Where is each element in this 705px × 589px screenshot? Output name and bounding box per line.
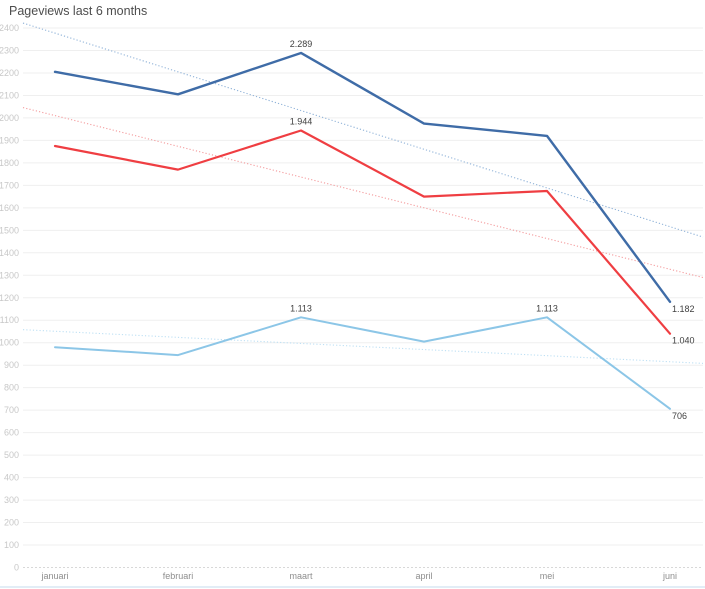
data-label-pageviews-red: 1.040: [672, 336, 695, 346]
x-axis-tick-label: januari: [40, 571, 68, 581]
y-axis-tick-label: 2000: [0, 113, 19, 123]
y-axis-tick-label: 500: [4, 450, 19, 460]
trendline-pageviews-primary-blue: [22, 22, 704, 238]
series-line-pageviews-light-blue[interactable]: [54, 316, 671, 410]
y-axis-tick-label: 2200: [0, 68, 19, 78]
x-axis-tick-label: mei: [540, 571, 555, 581]
y-axis-tick-label: 2100: [0, 90, 19, 100]
y-axis-tick-label: 1900: [0, 135, 19, 145]
y-axis-tick-label: 1100: [0, 315, 19, 325]
y-axis-tick-label: 100: [4, 540, 19, 550]
y-axis-tick-label: 700: [4, 405, 19, 415]
y-axis-tick-label: 1500: [0, 225, 19, 235]
trendline-pageviews-light-blue: [22, 329, 704, 364]
series-line-pageviews-primary-blue[interactable]: [53, 51, 672, 303]
y-axis-tick-label: 2400: [0, 23, 19, 33]
series-line-pageviews-red[interactable]: [53, 129, 672, 335]
y-axis-tick-label: 800: [4, 383, 19, 393]
y-axis-tick-label: 1600: [0, 203, 19, 213]
y-axis-tick-label: 2300: [0, 45, 19, 55]
x-axis-tick-label: juni: [662, 571, 677, 581]
y-axis-tick-label: 1700: [0, 180, 19, 190]
y-axis-tick-label: 1200: [0, 293, 19, 303]
y-axis-tick-label: 1000: [0, 338, 19, 348]
data-label-pageviews-red: 1.944: [290, 117, 313, 127]
y-axis-tick-label: 300: [4, 495, 19, 505]
data-label-pageviews-light-blue: 1.113: [536, 303, 558, 313]
x-axis-tick-label: maart: [289, 571, 313, 581]
x-axis-tick-label: april: [415, 571, 432, 581]
y-axis-tick-label: 900: [4, 360, 19, 370]
y-axis-tick-label: 600: [4, 428, 19, 438]
y-axis-tick-label: 200: [4, 518, 19, 528]
y-axis-tick-label: 1400: [0, 248, 19, 258]
data-label-pageviews-light-blue: 1.113: [290, 303, 312, 313]
y-axis-tick-label: 1800: [0, 158, 19, 168]
data-label-pageviews-primary-blue: 2.289: [290, 39, 313, 49]
y-axis-tick-label: 400: [4, 473, 19, 483]
x-axis-tick-label: februari: [163, 571, 194, 581]
trendline-pageviews-red: [22, 107, 704, 279]
chart-title: Pageviews last 6 months: [9, 4, 148, 18]
y-axis-tick-label: 1300: [0, 270, 19, 280]
y-axis-tick-label: 0: [14, 563, 19, 573]
data-label-pageviews-light-blue: 706: [672, 411, 687, 421]
data-label-pageviews-primary-blue: 1.182: [672, 304, 695, 314]
